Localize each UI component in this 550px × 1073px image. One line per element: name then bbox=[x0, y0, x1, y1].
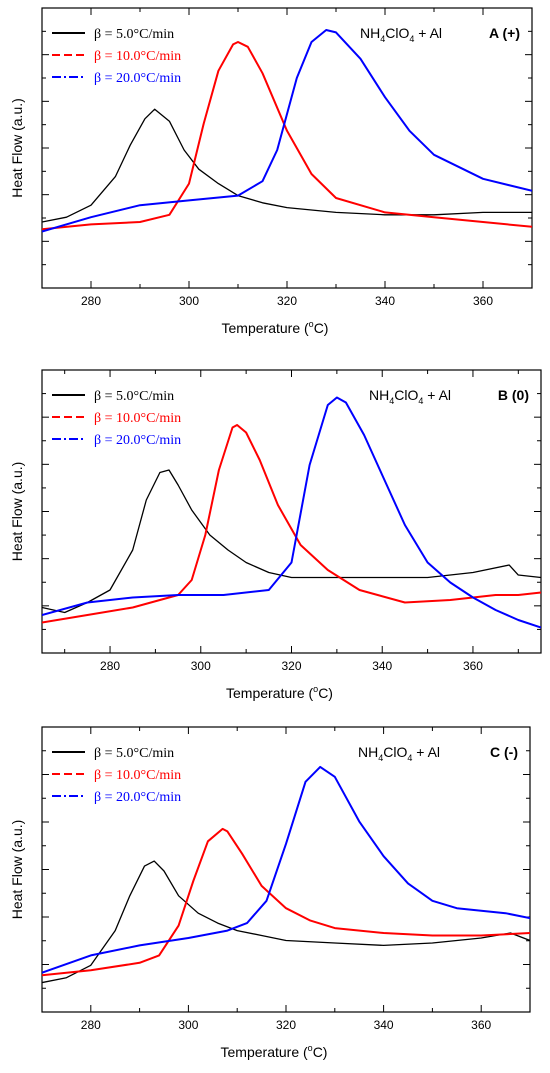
series-line-2 bbox=[42, 41, 532, 231]
x-tick-label: 280 bbox=[81, 294, 101, 308]
panel-letter: A bbox=[489, 25, 499, 41]
series-group bbox=[42, 765, 530, 984]
x-axis-title-text: Temperature ( bbox=[221, 1044, 308, 1060]
panel-sign: (-) bbox=[500, 744, 518, 760]
x-tick-label: 360 bbox=[473, 294, 493, 308]
sample-label-subscript: 4 bbox=[378, 753, 383, 763]
sample-label-part: ClO bbox=[383, 744, 407, 760]
legend-label-2: β = 10.0°C/min bbox=[94, 411, 181, 426]
sample-label-part: NH bbox=[360, 25, 380, 41]
sample-label-subscript: 4 bbox=[389, 396, 394, 406]
series-line-3 bbox=[42, 396, 541, 629]
x-tick-label: 280 bbox=[81, 1018, 101, 1032]
y-axis-title: Heat Flow (a.u.) bbox=[9, 98, 25, 198]
panel-letter: B bbox=[498, 387, 508, 403]
legend: β = 5.0°C/min β = 10.0°C/min β = 20.0°C/mi… bbox=[52, 746, 181, 805]
sample-label-subscript: 4 bbox=[380, 34, 385, 44]
series-line-1 bbox=[42, 469, 541, 614]
x-tick-label: 300 bbox=[178, 1018, 198, 1032]
chart-panel-b: 280 300 320 340 360 Temperature (oC) Heat Flow… bbox=[9, 369, 542, 701]
series-line-1 bbox=[42, 108, 532, 223]
x-tick-label: 340 bbox=[375, 294, 395, 308]
sample-label-part: + Al bbox=[423, 387, 451, 403]
series-group bbox=[42, 29, 532, 233]
x-axis-title-superscript: o bbox=[309, 319, 314, 329]
x-tick-label: 360 bbox=[463, 659, 483, 673]
x-tick-label: 340 bbox=[372, 659, 392, 673]
x-tick-label: 320 bbox=[281, 659, 301, 673]
x-axis-title: Temperature (oC) bbox=[226, 684, 333, 701]
panel-label: B (0) bbox=[498, 387, 529, 403]
legend-label-2: β = 10.0°C/min bbox=[94, 49, 181, 64]
series-group bbox=[42, 396, 541, 629]
x-tick-label: 340 bbox=[374, 1018, 394, 1032]
panel-sign: (0) bbox=[508, 387, 529, 403]
panel-label: C (-) bbox=[490, 744, 518, 760]
x-axis-title-unit: C) bbox=[318, 685, 333, 701]
sample-label-subscript: 4 bbox=[409, 34, 414, 44]
panel-label: A (+) bbox=[489, 25, 520, 41]
sample-label-part: ClO bbox=[394, 387, 418, 403]
y-axis-title: Heat Flow (a.u.) bbox=[9, 820, 25, 920]
x-axis-title: Temperature (oC) bbox=[222, 319, 329, 336]
x-tick-label: 320 bbox=[277, 294, 297, 308]
series-line-1 bbox=[42, 860, 530, 984]
x-axis-title-superscript: o bbox=[308, 1043, 313, 1053]
sample-label-subscript: 4 bbox=[418, 396, 423, 406]
sample-label-part: NH bbox=[369, 387, 389, 403]
legend-label-3: β = 20.0°C/min bbox=[94, 433, 181, 448]
x-tick-label: 280 bbox=[100, 659, 120, 673]
chart-panel-c: 280 300 320 340 360 Temperature (oC) Heat Flow… bbox=[9, 726, 531, 1060]
x-axis-title-text: Temperature ( bbox=[226, 685, 313, 701]
legend-label-1: β = 5.0°C/min bbox=[94, 746, 174, 761]
x-tick-label: 360 bbox=[471, 1018, 491, 1032]
panel-sign: (+) bbox=[499, 25, 520, 41]
sample-label: NH4ClO4 + Al bbox=[360, 25, 442, 44]
sample-label-part: NH bbox=[358, 744, 378, 760]
panel-letter: C bbox=[490, 744, 500, 760]
legend-label-2: β = 10.0°C/min bbox=[94, 768, 181, 783]
series-line-2 bbox=[42, 424, 541, 624]
x-axis-title-unit: C) bbox=[314, 320, 329, 336]
legend: β = 5.0°C/min β = 10.0°C/min β = 20.0°C/mi… bbox=[52, 389, 181, 448]
sample-label: NH4ClO4 + Al bbox=[358, 744, 440, 763]
series-line-2 bbox=[42, 827, 530, 977]
sample-label-part: + Al bbox=[412, 744, 440, 760]
x-axis-title-superscript: o bbox=[313, 684, 318, 694]
x-axis-title-text: Temperature ( bbox=[222, 320, 309, 336]
x-tick-label: 300 bbox=[179, 294, 199, 308]
sample-label: NH4ClO4 + Al bbox=[369, 387, 451, 406]
x-tick-label: 300 bbox=[191, 659, 211, 673]
y-axis-title: Heat Flow (a.u.) bbox=[9, 462, 25, 562]
sample-label-part: ClO bbox=[385, 25, 409, 41]
sample-label-subscript: 4 bbox=[407, 753, 412, 763]
sample-label-part: + Al bbox=[414, 25, 442, 41]
x-axis-title: Temperature (oC) bbox=[221, 1043, 328, 1060]
x-axis-title-unit: C) bbox=[313, 1044, 328, 1060]
x-tick-label: 320 bbox=[276, 1018, 296, 1032]
legend-label-3: β = 20.0°C/min bbox=[94, 71, 181, 86]
legend: β = 5.0°C/min β = 10.0°C/min β = 20.0°C/mi… bbox=[52, 27, 181, 86]
series-line-3 bbox=[42, 29, 532, 233]
legend-label-1: β = 5.0°C/min bbox=[94, 389, 174, 404]
chart-panel-a: 280 300 320 340 360 Temperature (oC) Heat Flow… bbox=[9, 7, 533, 336]
legend-label-1: β = 5.0°C/min bbox=[94, 27, 174, 42]
series-line-3 bbox=[42, 765, 530, 974]
legend-label-3: β = 20.0°C/min bbox=[94, 790, 181, 805]
